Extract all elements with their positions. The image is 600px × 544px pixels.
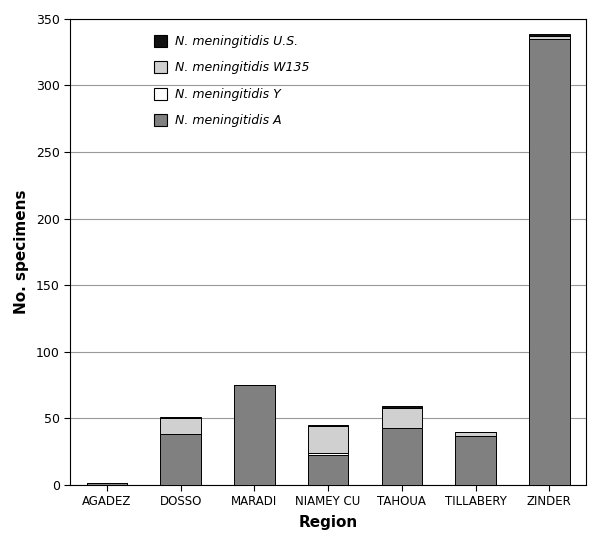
Bar [87, 484, 127, 485]
Bar [160, 418, 201, 434]
Bar [529, 36, 569, 39]
Bar [308, 455, 349, 485]
Bar [529, 39, 569, 485]
Bar [529, 34, 569, 36]
Bar [234, 385, 275, 485]
X-axis label: Region: Region [298, 515, 358, 530]
Bar [382, 428, 422, 485]
Bar [382, 406, 422, 407]
Bar [308, 453, 349, 455]
Bar [160, 417, 201, 418]
Bar [160, 434, 201, 485]
Legend: N. meningitidis U.S., N. meningitidis W135, N. meningitidis Y, N. meningitidis A: N. meningitidis U.S., N. meningitidis W1… [149, 30, 314, 132]
Bar [308, 425, 349, 426]
Bar [308, 426, 349, 453]
Bar [382, 407, 422, 428]
Bar [455, 436, 496, 485]
Bar [455, 431, 496, 436]
Y-axis label: No. specimens: No. specimens [14, 189, 29, 314]
